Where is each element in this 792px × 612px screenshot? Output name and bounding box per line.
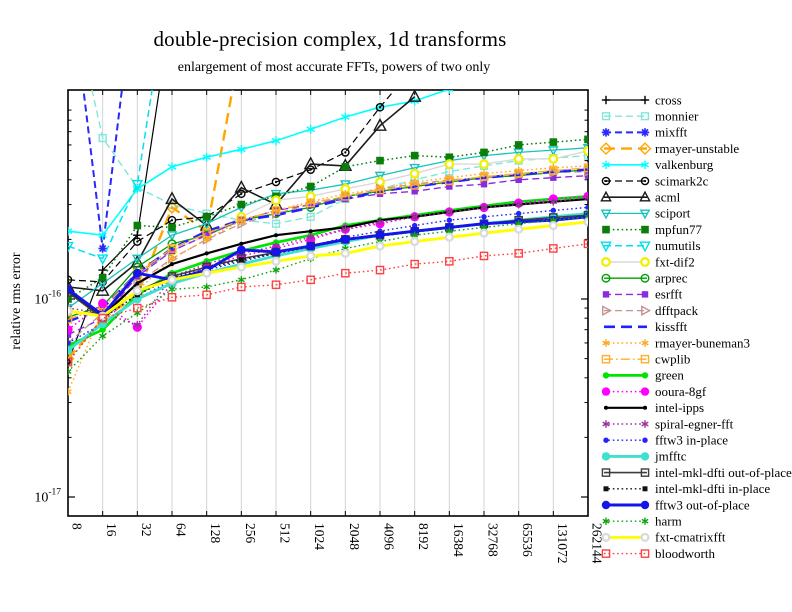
svg-text:fxt-dif2: fxt-dif2 [655,254,695,269]
legend-item-green: green [602,368,684,383]
legend-item-intel-mkl-dfti-out-of-place: intel-mkl-dfti out-of-place [601,465,792,480]
legend-item-mixfft: mixfft [601,125,688,140]
plot-frame [67,89,589,517]
svg-text:4096: 4096 [382,523,397,550]
svg-text:dfftpack: dfftpack [655,303,699,318]
legend-item-rmayer-buneman3: rmayer-buneman3 [602,335,750,350]
legend-item-fftw3-out-of-place: fftw3 out-of-place [601,497,750,512]
svg-text:esrfft: esrfft [655,287,683,302]
svg-text:fxt-cmatrixfft: fxt-cmatrixfft [655,530,726,545]
svg-text:acml: acml [655,190,681,205]
svg-text:valkenburg: valkenburg [655,157,714,172]
legend-item-acml: acml [600,190,681,205]
svg-text:131072: 131072 [555,523,570,564]
legend: cross monniermixfftrmayer-unstablevalkenb… [599,92,792,561]
legend-item-kissfft: kissfft [604,319,688,334]
svg-text:16: 16 [104,523,119,537]
svg-text:8: 8 [70,523,85,530]
plot-series [68,90,588,396]
svg-text:mpfun77: mpfun77 [655,222,702,237]
svg-text:fftw3 out-of-place: fftw3 out-of-place [655,497,750,512]
svg-text:scimark2c: scimark2c [655,173,709,188]
svg-text:cwplib: cwplib [655,352,690,367]
svg-text:rmayer-buneman3: rmayer-buneman3 [655,335,750,350]
svg-text:monnier: monnier [655,109,699,124]
svg-text:arprec: arprec [655,271,688,286]
y-axis-label: relative rms error [9,252,24,350]
svg-text:sciport: sciport [655,206,691,221]
svg-text:mixfft: mixfft [655,125,688,140]
legend-item-mpfun77: mpfun77 [602,222,702,237]
legend-item-cross: cross [601,92,682,107]
svg-text:intel-mkl-dfti in-place: intel-mkl-dfti in-place [655,481,770,496]
svg-text:8192: 8192 [416,523,431,550]
legend-item-fftw3-in-place: fftw3 in-place [603,433,728,448]
legend-item-bloodworth: bloodworth [601,546,715,561]
legend-item-fxt-dif2: fxt-dif2 [601,254,695,269]
legend-item-sciport: sciport [600,206,691,221]
legend-item-valkenburg: valkenburg [601,157,714,172]
legend-item-fxt-cmatrixfft: fxt-cmatrixfft [601,530,726,545]
svg-text:16384: 16384 [451,523,466,557]
chart-title: double-precision complex, 1d transforms [153,27,507,51]
svg-text:ooura-8gf: ooura-8gf [655,384,707,399]
axis-ticks [67,90,589,516]
svg-text:2048: 2048 [347,523,362,550]
svg-text:10-17: 10-17 [34,488,61,506]
svg-text:65536: 65536 [520,523,535,557]
series-harm [68,213,588,376]
legend-item-arprec: arprec [601,271,688,286]
legend-item-ooura-8gf: ooura-8gf [601,384,707,399]
svg-text:10-16: 10-16 [34,290,61,308]
series-bloodworth [68,239,588,367]
legend-item-dfftpack: dfftpack [602,303,699,318]
svg-text:numutils: numutils [655,238,701,253]
chart-subtitle: enlargement of most accurate FFTs, power… [177,60,491,75]
svg-text:128: 128 [208,523,223,544]
svg-text:green: green [655,368,684,383]
svg-text:1024: 1024 [312,523,327,550]
legend-item-rmayer-unstable: rmayer-unstable [599,141,739,156]
series-mixfft [82,90,123,253]
series-fxt-cmatrixfft [68,217,588,321]
series-cwplib [68,163,588,324]
gridlines [67,90,589,516]
svg-text:harm: harm [655,514,682,529]
legend-item-intel-ipps: intel-ipps [604,400,704,415]
legend-item-spiral-egner-fft: spiral-egner-fft [602,416,734,431]
legend-item-harm: harm [602,514,682,529]
legend-item-monnier: monnier [601,109,699,124]
legend-item-numutils: numutils [600,238,701,253]
svg-text:64: 64 [174,523,189,537]
svg-text:32768: 32768 [486,523,501,557]
svg-text:262144: 262144 [590,523,605,564]
svg-text:512: 512 [278,523,293,543]
svg-text:cross: cross [655,92,682,107]
legend-item-esrfft: esrfft [602,287,683,302]
series-mpfun77 [68,135,588,303]
svg-text:intel-mkl-dfti out-of-place: intel-mkl-dfti out-of-place [655,465,792,480]
svg-text:kissfft: kissfft [655,319,688,334]
svg-text:intel-ipps: intel-ipps [655,400,704,415]
axis-tick-labels: 8 16 32 64 128 256 512 1024 2048 4096 8192 16384 327… [34,290,604,564]
svg-text:256: 256 [243,523,258,544]
series-spiral-egner-fft [68,193,588,329]
svg-text:fftw3 in-place: fftw3 in-place [655,433,728,448]
series-numutils [68,90,153,266]
svg-text:spiral-egner-fft: spiral-egner-fft [655,416,734,431]
svg-text:jmfftc: jmfftc [654,449,687,464]
legend-item-intel-mkl-dfti-in-place: intel-mkl-dfti in-place [603,481,770,496]
svg-text:32: 32 [139,523,154,537]
legend-item-cwplib: cwplib [601,352,690,367]
legend-item-scimark2c: scimark2c [601,173,709,188]
svg-text:rmayer-unstable: rmayer-unstable [655,141,739,156]
series-intel-ipps [68,196,588,319]
legend-item-jmfftc: jmfftc [601,449,687,464]
svg-text:bloodworth: bloodworth [655,546,715,561]
